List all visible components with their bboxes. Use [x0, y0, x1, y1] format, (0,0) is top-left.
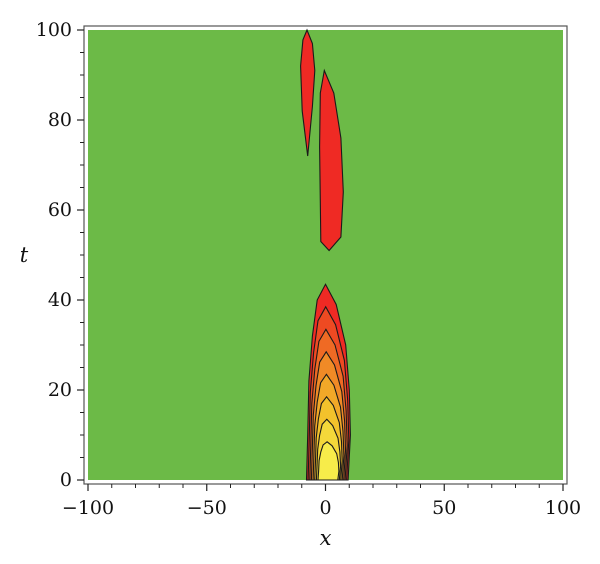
x-tick-label: 50 [432, 497, 456, 519]
x-tick-label: 0 [319, 497, 331, 519]
contour-upper-left-lobe-level-0 [300, 28, 316, 157]
x-tick-label: 100 [545, 497, 581, 519]
contour-lower-lobe-level-7 [317, 441, 340, 481]
y-tick-label: 60 [48, 199, 72, 221]
x-tick-label: −100 [62, 497, 114, 519]
y-tick-label: 100 [36, 19, 72, 41]
x-tick-label: −50 [187, 497, 227, 519]
contour-regions [300, 28, 351, 481]
y-tick-label: 80 [48, 109, 72, 131]
y-tick-label: 20 [48, 379, 72, 401]
x-axis-label: x [320, 526, 332, 550]
y-axis-label: t [20, 243, 29, 267]
y-tick-label: 40 [48, 289, 72, 311]
x-axis: −100 −50 0 50 100 [62, 484, 581, 519]
contour-upper-main-lobe-level-0 [319, 68, 344, 252]
y-tick-label: 0 [60, 469, 72, 491]
plot-area [83, 25, 568, 485]
y-axis: 0 20 40 60 80 100 [36, 19, 84, 491]
